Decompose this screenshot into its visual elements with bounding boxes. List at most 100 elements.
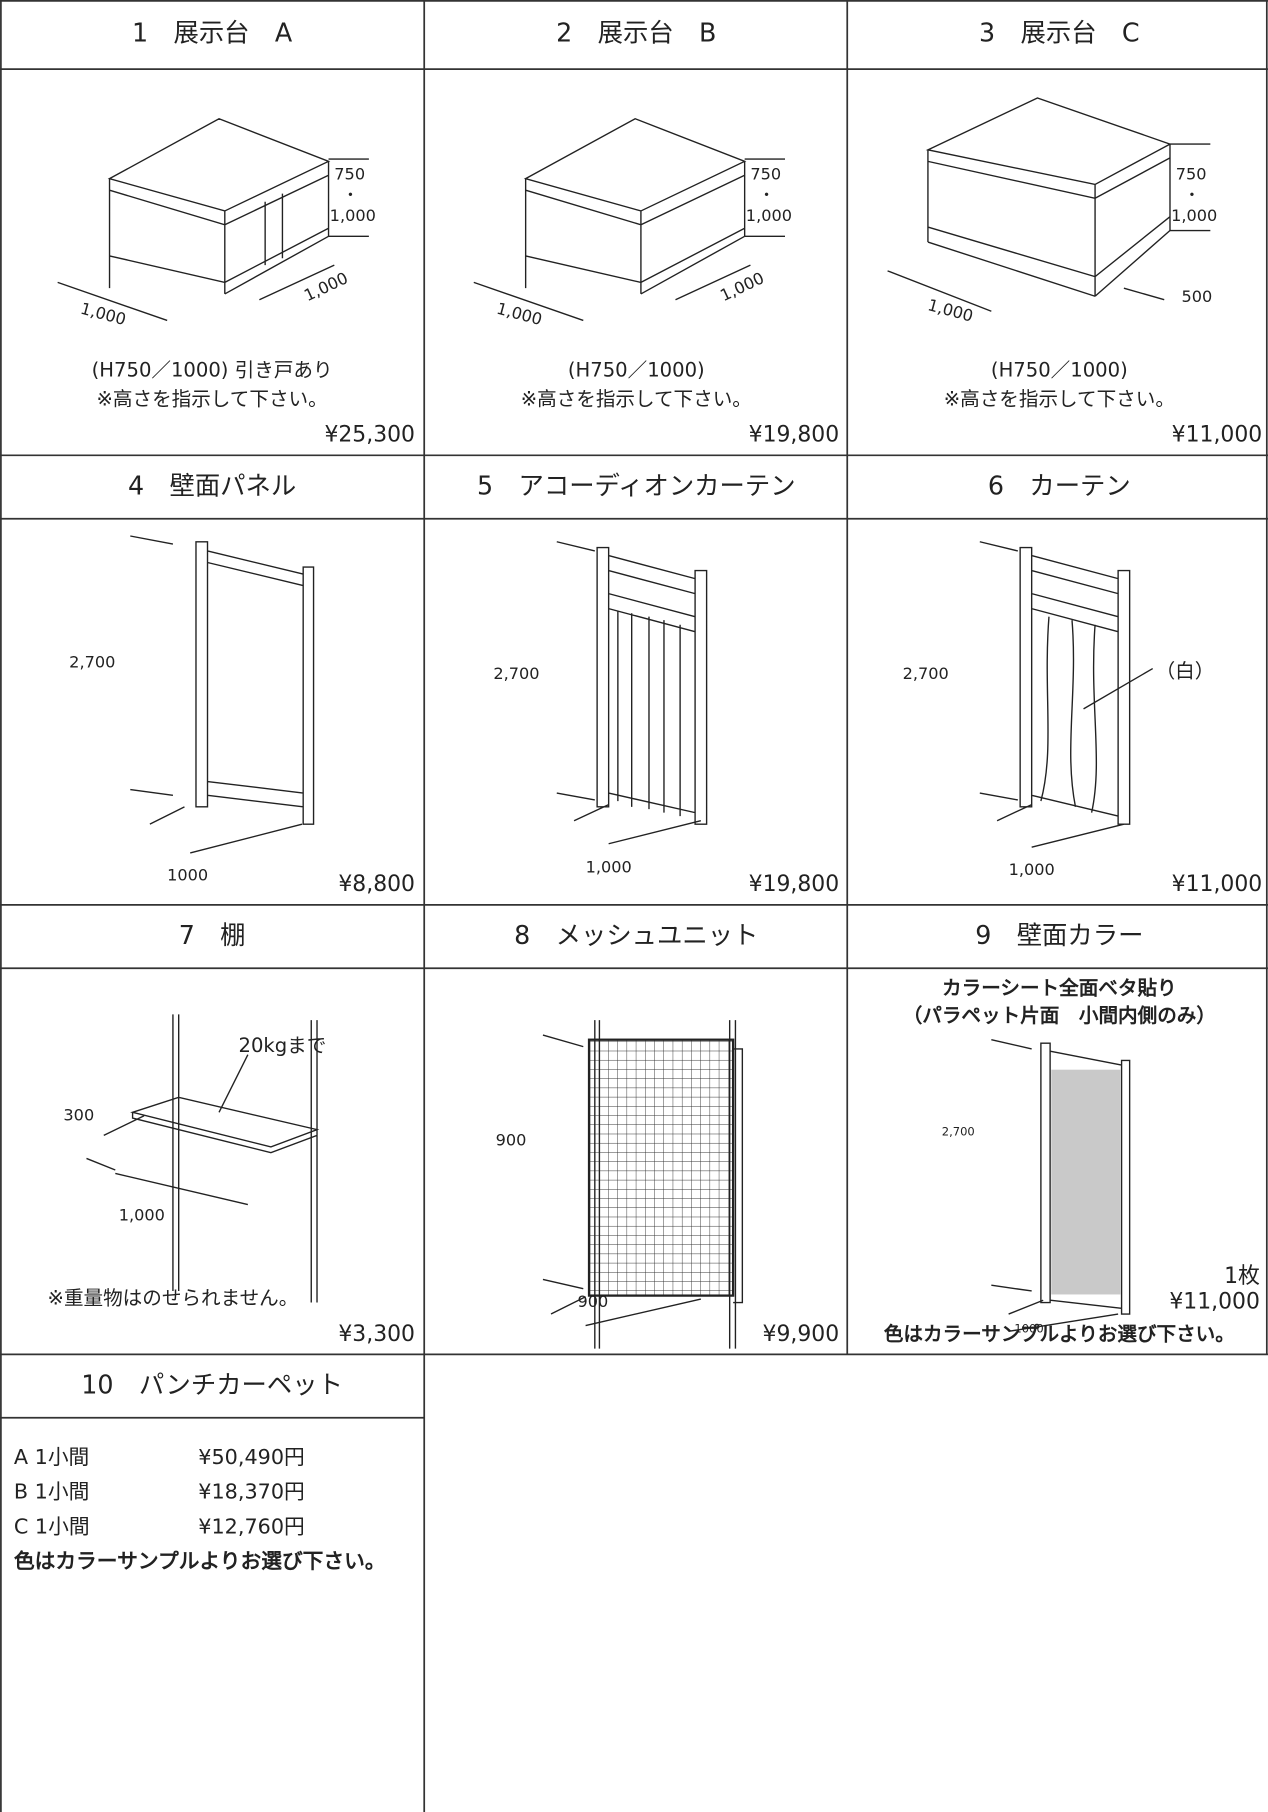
item: 8 メッシュユニット 900 900 ¥9,900 (496, 920, 839, 1349)
dimension: 1,000 (926, 295, 976, 325)
line-art (556, 541, 702, 845)
item: 10 パンチカーペット A 1小間 ¥50,490円 B 1小間 ¥18,370… (14, 1370, 386, 1573)
item: 4 壁面パネル 2,700 1000 ¥8,800 (69, 471, 415, 898)
price: ¥11,000 (1172, 872, 1263, 897)
dimension: 900 (496, 1131, 527, 1150)
note: ※高さを指示して下さい。 (521, 387, 752, 410)
price: ¥19,800 (749, 423, 840, 448)
group: 2,700 1,000 ¥19,800 (493, 541, 840, 897)
item: 5 アコーディオンカーテン 2,700 1,000 ¥19,800 (477, 471, 839, 898)
line-art (195, 541, 315, 825)
note: カラーシート全面ベタ貼り (942, 976, 1177, 999)
illustration (86, 1014, 320, 1303)
line-art (57, 158, 369, 322)
item: 6 カーテン 2,700 （白） 1,000 ¥11,000 (903, 471, 1263, 898)
item-title: 9 壁面カラー (975, 920, 1143, 950)
unit: 1枚 (1224, 1264, 1260, 1289)
line-art (1019, 546, 1131, 825)
group: 750 ・ 1,000 1,000 1,000 (H750／1000) 引き戸あ… (57, 117, 415, 448)
line-art (107, 117, 331, 295)
group: 750 ・ 1,000 1,000 1,000 (H750／1000) ※高さを… (473, 117, 840, 448)
note: ※高さを指示して下さい。 (944, 387, 1175, 410)
dimension: 1000 (1014, 1322, 1043, 1336)
note: （パラペット片面 小間内側のみ） (903, 1004, 1216, 1027)
line-art (523, 117, 747, 295)
line-art (596, 546, 708, 825)
group: 750 ・ 1,000 1,000 500 (H750／1000) ※高さを指示… (887, 97, 1263, 448)
note: 色はカラーサンプルよりお選び下さい。 (884, 1322, 1235, 1345)
note: ※重量物はのせられません。 (48, 1287, 299, 1310)
item-title: 7 棚 (179, 920, 246, 950)
line-art (594, 1020, 744, 1349)
note: ※高さを指示して下さい。 (97, 387, 328, 410)
price: ¥8,800 (338, 872, 415, 897)
dimension: 1,000 (495, 299, 545, 329)
dimension: 1,000 (301, 268, 351, 305)
color-sheet (1051, 1069, 1121, 1295)
price: ¥9,900 (763, 1322, 840, 1347)
illustration (556, 541, 708, 845)
dimension: 2,700 (903, 664, 949, 683)
row-price: ¥18,370円 (198, 1480, 304, 1504)
illustration (57, 117, 369, 322)
line-art (130, 535, 303, 854)
dimension: 900 (578, 1292, 609, 1311)
note: (H750／1000) (991, 359, 1128, 382)
group: A 1小間 ¥50,490円 B 1小間 ¥18,370円 C 1小間 ¥12,… (14, 1445, 386, 1573)
dimension: ・ (1184, 185, 1200, 204)
dimension: 1,000 (79, 299, 129, 329)
group: 2,700 （白） 1,000 ¥11,000 (903, 541, 1263, 897)
price: ¥3,300 (338, 1322, 415, 1347)
price: ¥11,000 (1172, 423, 1263, 448)
item-title: 5 アコーディオンカーテン (477, 471, 795, 501)
dimension: 1,000 (586, 857, 632, 876)
item-title: 1 展示台 A (132, 18, 293, 48)
dimension: ・ (758, 185, 774, 204)
line-art (473, 158, 785, 322)
line-art (86, 1054, 249, 1206)
illustration (979, 541, 1154, 848)
dimension: 1,000 (330, 206, 376, 225)
dimension: 750 (334, 165, 365, 184)
dimension: 1,000 (746, 206, 792, 225)
item-title: 10 パンチカーペット (81, 1370, 343, 1400)
price: ¥25,300 (324, 423, 415, 448)
note: 色はカラーサンプルよりお選び下さい。 (14, 1549, 386, 1573)
item-title: 4 壁面パネル (128, 471, 296, 501)
dimension: 2,700 (69, 652, 115, 671)
group: カラーシート全面ベタ貼り （パラペット片面 小間内側のみ） 2,700 1000… (884, 976, 1260, 1345)
row-label: A 1小間 (14, 1445, 89, 1469)
annotation: 20kgまで (239, 1034, 327, 1057)
group: 900 900 ¥9,900 (496, 1020, 839, 1349)
item-title: 6 カーテン (988, 471, 1131, 501)
item: 1 展示台 A 750 ・ 1,000 1,000 1,000 (H750／10… (57, 18, 415, 448)
item: 7 棚 20kgまで 300 1,000 ※重量物はのせられません。 ¥3,30… (48, 920, 415, 1347)
group: 2,700 1000 ¥8,800 (69, 535, 415, 897)
row-label: C 1小間 (14, 1514, 90, 1538)
line-art (1040, 1042, 1131, 1315)
dimension: ・ (342, 185, 358, 204)
dimension: 750 (1176, 165, 1207, 184)
group: 20kgまで 300 1,000 ※重量物はのせられません。 ¥3,300 (48, 1014, 415, 1347)
illustration (991, 1039, 1131, 1333)
item: 3 展示台 C 750 ・ 1,000 1,000 500 (H750／1000… (887, 18, 1263, 448)
illustration (887, 97, 1211, 312)
note: (H750／1000) (568, 359, 705, 382)
dimension: 1,000 (119, 1206, 165, 1225)
dimension: 500 (1182, 287, 1213, 306)
price: ¥19,800 (749, 872, 840, 897)
annotation: （白） (1156, 660, 1215, 683)
note: (H750／1000) 引き戸あり (92, 359, 333, 382)
mesh-panel (587, 1038, 735, 1297)
line-art (542, 1034, 702, 1327)
dimension: 1,000 (1009, 860, 1055, 879)
illustration (542, 1020, 744, 1349)
illustration (473, 117, 785, 322)
row-label: B 1小間 (14, 1480, 89, 1504)
row-price: ¥50,490円 (198, 1445, 304, 1469)
item-title: 8 メッシュユニット (514, 920, 758, 950)
item-title: 3 展示台 C (979, 18, 1140, 48)
dimension: 300 (63, 1105, 94, 1124)
